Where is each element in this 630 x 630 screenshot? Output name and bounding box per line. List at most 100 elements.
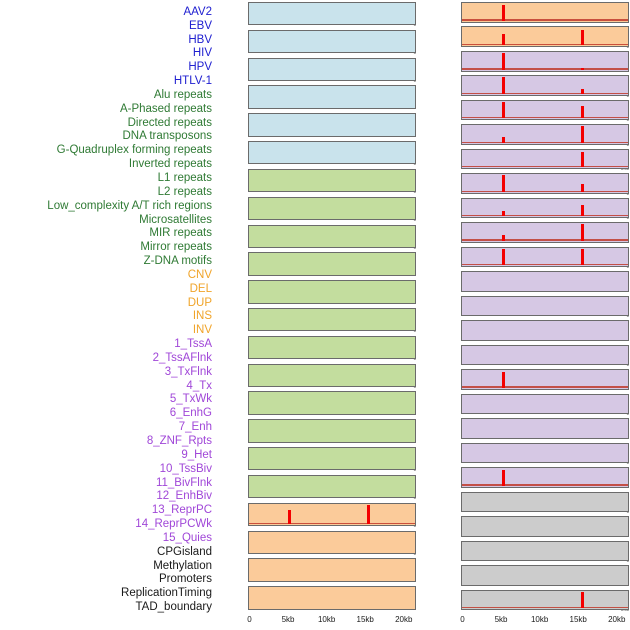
track-label-hpv: HPV xyxy=(188,61,212,74)
track-spike xyxy=(502,34,506,46)
track-spike xyxy=(502,234,506,241)
track-panel-right-3[interactable] xyxy=(461,75,629,96)
track-label-dup: DUP xyxy=(187,296,212,309)
x-axis-right: 0 5kb 10kb 15kb 20kb xyxy=(437,614,629,630)
track-label-inv: INV xyxy=(192,324,212,337)
track-panel-right-18[interactable] xyxy=(461,442,629,464)
track-spike xyxy=(502,52,506,70)
track-panel-left-17[interactable] xyxy=(248,474,416,499)
track-spike xyxy=(502,101,506,119)
track-panel-right-2[interactable] xyxy=(461,50,629,72)
track-baseline xyxy=(462,166,628,168)
track-panel-left-9[interactable] xyxy=(248,252,416,276)
track-panel-right-12[interactable] xyxy=(461,295,629,317)
x-tick-label-right-10kb: 10kb xyxy=(530,615,549,624)
track-spike xyxy=(580,105,584,119)
track-label-4-tx: 4_Tx xyxy=(186,379,212,392)
left-track-column: 0100200300400500010020030001002003004005… xyxy=(224,0,416,630)
track-panel-right-0[interactable] xyxy=(461,2,629,23)
track-label-dna-transposons: DNA transposons xyxy=(122,130,213,143)
track-panel-right-9[interactable] xyxy=(461,222,629,243)
track-panel-left-10[interactable] xyxy=(248,280,416,304)
track-spike xyxy=(502,4,506,21)
track-panel-left-11[interactable] xyxy=(248,308,416,332)
track-spike xyxy=(580,126,584,143)
track-baseline xyxy=(462,263,628,266)
track-spike xyxy=(502,210,506,217)
track-panel-left-18[interactable] xyxy=(248,502,416,527)
track-panel-right-6[interactable] xyxy=(461,148,629,170)
track-label-12-enhbiv: 12_EnhBiv xyxy=(156,490,212,503)
track-panel-right-1[interactable] xyxy=(461,26,629,48)
track-spike xyxy=(580,151,584,168)
track-panel-right-20[interactable] xyxy=(461,491,629,513)
track-label-1-tssa: 1_TssA xyxy=(174,338,212,351)
track-panel-right-8[interactable] xyxy=(461,197,629,219)
track-panel-left-16[interactable] xyxy=(248,447,416,471)
track-baseline xyxy=(462,117,628,119)
track-baseline xyxy=(462,190,628,192)
track-panel-left-6[interactable] xyxy=(248,168,416,193)
track-spike xyxy=(367,505,371,525)
track-label-ins: INS xyxy=(192,310,212,323)
track-panel-right-11[interactable] xyxy=(461,271,629,292)
track-label-alu-repeats: Alu repeats xyxy=(153,88,212,101)
track-panel-right-4[interactable] xyxy=(461,99,629,121)
track-spike xyxy=(580,88,584,94)
track-label-methylation: Methylation xyxy=(153,559,212,572)
track-spike xyxy=(502,248,506,266)
track-panel-left-20[interactable] xyxy=(248,558,416,582)
track-baseline xyxy=(462,484,628,486)
track-spike xyxy=(580,29,584,46)
track-panel-right-10[interactable] xyxy=(461,246,629,268)
track-baseline xyxy=(462,19,628,21)
track-baseline xyxy=(462,606,628,609)
track-panel-left-1[interactable] xyxy=(248,29,416,54)
track-panel-left-19[interactable] xyxy=(248,530,416,554)
track-panel-right-5[interactable] xyxy=(461,124,629,145)
track-panel-right-24[interactable] xyxy=(461,589,629,611)
track-panel-left-0[interactable] xyxy=(248,2,416,26)
track-label-8-znf-rpts: 8_ZNF_Rpts xyxy=(146,434,212,447)
track-baseline xyxy=(462,92,628,94)
track-label-low-complexity-a-t-rich-regions: Low_complexity A/T rich regions xyxy=(47,199,212,212)
track-panel-left-14[interactable] xyxy=(248,391,416,415)
track-spike xyxy=(502,137,506,143)
track-panel-left-7[interactable] xyxy=(248,196,416,221)
track-panel-right-23[interactable] xyxy=(461,565,629,586)
track-spike xyxy=(580,248,584,266)
track-spike xyxy=(502,175,506,192)
track-label-z-dna-motifs: Z-DNA motifs xyxy=(143,255,212,268)
track-label-column: AAV2 EBV HBV HIV HPV HTLV-1 Alu repeats A-Phase… xyxy=(0,0,212,630)
track-panel-left-15[interactable] xyxy=(248,419,416,443)
track-panel-left-8[interactable] xyxy=(248,224,416,248)
track-panel-left-21[interactable] xyxy=(248,586,416,610)
track-panel-right-16[interactable] xyxy=(461,393,629,415)
track-spike xyxy=(502,469,506,486)
track-panel-left-13[interactable] xyxy=(248,363,416,387)
track-panel-left-12[interactable] xyxy=(248,335,416,360)
track-label-hbv: HBV xyxy=(188,33,212,46)
x-tick-label-right-5kb: 5kb xyxy=(494,615,508,624)
track-panel-right-15[interactable] xyxy=(461,369,629,390)
track-panel-right-14[interactable] xyxy=(461,344,629,366)
track-panel-right-13[interactable] xyxy=(461,320,629,341)
track-label-l1-repeats: L1 repeats xyxy=(157,172,212,184)
track-panel-left-4[interactable] xyxy=(248,113,416,137)
track-label-aav2: AAV2 xyxy=(183,5,212,18)
track-label-3-txflnk: 3_TxFlnk xyxy=(164,365,212,378)
track-panel-right-17[interactable] xyxy=(461,418,629,439)
track-panel-left-2[interactable] xyxy=(248,57,416,81)
track-spike xyxy=(502,371,506,388)
track-spike xyxy=(580,183,584,192)
x-tick-label-left-10kb: 10kb xyxy=(317,615,336,624)
track-panel-right-21[interactable] xyxy=(461,516,629,537)
track-panel-left-3[interactable] xyxy=(248,85,416,109)
track-panel-right-22[interactable] xyxy=(461,540,629,562)
track-panel-right-7[interactable] xyxy=(461,173,629,194)
track-label-14-reprpcwk: 14_ReprPCWk xyxy=(135,518,212,531)
track-label-htlv-1: HTLV-1 xyxy=(173,75,212,88)
track-baseline xyxy=(462,239,628,241)
track-panel-left-5[interactable] xyxy=(248,141,416,165)
track-panel-right-19[interactable] xyxy=(461,467,629,488)
